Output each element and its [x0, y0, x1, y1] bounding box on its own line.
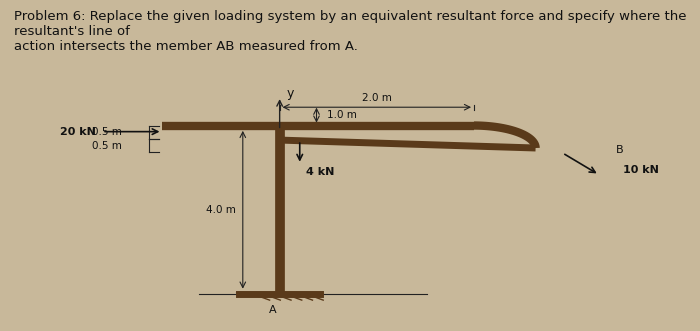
Text: y: y	[286, 87, 294, 100]
Text: 4.0 m: 4.0 m	[206, 205, 236, 215]
Text: Problem 6: Replace the given loading system by an equivalent resultant force and: Problem 6: Replace the given loading sys…	[14, 10, 687, 53]
Text: 1.0 m: 1.0 m	[326, 110, 356, 120]
Text: 10 kN: 10 kN	[623, 165, 659, 175]
Text: 0.5 m: 0.5 m	[92, 141, 122, 151]
Text: 0.5 m: 0.5 m	[92, 127, 122, 137]
Text: 4 kN: 4 kN	[307, 167, 335, 177]
Text: B: B	[616, 145, 624, 156]
Text: 2.0 m: 2.0 m	[362, 93, 392, 103]
Text: A: A	[269, 305, 276, 315]
Text: 20 kN: 20 kN	[60, 127, 95, 137]
